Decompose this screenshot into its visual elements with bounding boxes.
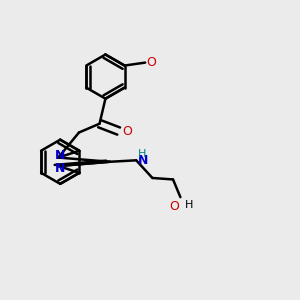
Text: O: O [122, 124, 132, 138]
Text: N: N [138, 154, 148, 167]
Text: O: O [169, 200, 179, 213]
Text: H: H [185, 200, 193, 210]
Text: O: O [147, 56, 157, 69]
Text: N: N [55, 149, 65, 162]
Text: N: N [55, 162, 65, 175]
Text: H: H [138, 149, 146, 159]
